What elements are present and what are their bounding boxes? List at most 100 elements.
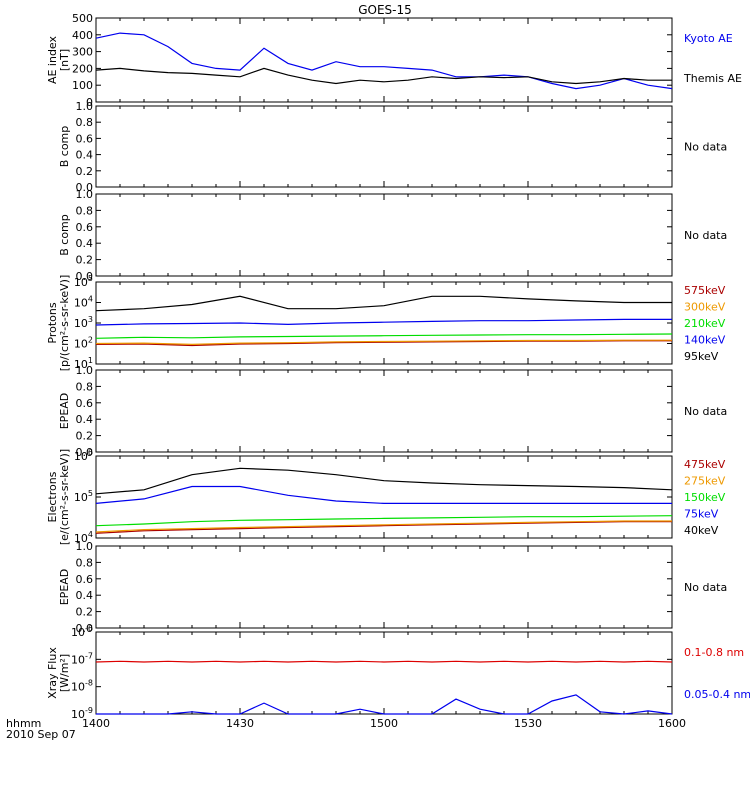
series-line-210kev	[95, 333, 673, 339]
series-line-575kev	[95, 340, 672, 347]
series-line-kyoto-ae	[95, 32, 673, 90]
series-line-140kev	[95, 318, 672, 326]
y-tick-label: 10-7	[71, 651, 93, 666]
x-tick-label: 1600	[658, 717, 686, 730]
y-tick-label: 0.2	[76, 606, 94, 619]
legend-entry: Kyoto AE	[684, 32, 733, 45]
y-tick-label: 1.0	[76, 100, 94, 113]
panel-frame	[95, 545, 673, 629]
no-data-label: No data	[684, 141, 727, 154]
series-line-475kev	[95, 521, 672, 534]
y-tick-label: 0.8	[76, 556, 94, 569]
panel-b1: 0.0 0.2 0.4 0.6 0.8 1.0 B comp No data	[58, 100, 727, 194]
y-tick-label: 300	[72, 46, 93, 59]
legend-entry: 75keV	[684, 508, 719, 521]
series-line-0-1-0-8-nm	[95, 660, 673, 663]
panel-epead2: 0.0 0.2 0.4 0.6 0.8 1.0 EPEAD No data	[58, 540, 727, 635]
y-axis-label: EPEAD	[58, 393, 71, 430]
y-tick-label: 0.2	[76, 254, 94, 267]
x-tick-label: 1530	[514, 717, 542, 730]
y-tick-label: 102	[74, 336, 93, 351]
y-tick-label: 104	[74, 295, 93, 310]
series-line-40kev	[95, 467, 673, 495]
y-axis-label: EPEAD	[58, 569, 71, 606]
y-tick-label: 0.8	[76, 204, 94, 217]
y-tick-label: 0.6	[76, 221, 94, 234]
y-tick-label: 1.0	[76, 540, 94, 553]
legend-entry: 0.1-0.8 nm	[684, 646, 744, 659]
y-axis-label: Xray Flux	[46, 647, 59, 699]
y-tick-label: 1.0	[76, 364, 94, 377]
y-tick-label: 400	[72, 29, 93, 42]
legend-entry: Themis AE	[683, 72, 742, 85]
y-tick-label: 0.6	[76, 397, 94, 410]
legend-entry: 475keV	[684, 458, 726, 471]
panels: 0 100 200 300 400 500 AE index [nT] Kyoto AE Them…	[46, 12, 750, 730]
chart-title: GOES-15	[358, 3, 412, 17]
y-tick-label: 0.4	[76, 589, 94, 602]
legend-entry: 210keV	[684, 317, 726, 330]
time-axis-label: hhmm	[6, 717, 41, 730]
legend-entry: 150keV	[684, 491, 726, 504]
no-data-label: No data	[684, 229, 727, 242]
series-line-275kev	[95, 520, 672, 533]
panel-frame	[95, 369, 673, 453]
y-tick-label: 10-6	[71, 624, 93, 639]
series-line-themis-ae	[95, 67, 672, 85]
series-line-95kev	[95, 295, 672, 312]
y-axis-label: AE index	[46, 35, 59, 84]
y-axis-label: B comp	[58, 214, 71, 256]
panel-b2: 0.0 0.2 0.4 0.6 0.8 1.0 B comp No data	[58, 188, 727, 283]
y-tick-label: 0.2	[76, 430, 94, 443]
legend-entry: 95keV	[684, 350, 719, 363]
legend-entry: 40keV	[684, 524, 719, 537]
y-tick-label: 0.4	[76, 237, 94, 250]
y-tick-label: 105	[74, 489, 93, 504]
y-tick-label: 0.0	[76, 622, 94, 635]
y-axis-label: [p/(cm²-s-sr-keV)]	[58, 275, 71, 372]
series-line-150kev	[95, 515, 673, 527]
y-tick-label: 0.2	[76, 165, 94, 178]
panel-frame	[95, 17, 673, 103]
y-tick-label: 105	[74, 274, 93, 289]
series-line-0-05-0-4-nm	[96, 694, 673, 715]
y-tick-label: 0.6	[76, 573, 94, 586]
y-tick-label: 0	[86, 96, 93, 109]
y-tick-label: 0.0	[76, 446, 94, 459]
y-tick-label: 0.8	[76, 380, 94, 393]
y-tick-label: 500	[72, 12, 93, 25]
y-tick-label: 0.0	[76, 270, 94, 283]
panel-ae: 0 100 200 300 400 500 AE index [nT] Kyoto AE Them…	[46, 12, 742, 109]
y-axis-label: Protons	[46, 302, 59, 343]
no-data-label: No data	[684, 581, 727, 594]
y-tick-label: 0.6	[76, 132, 94, 145]
y-tick-label: 10-8	[71, 679, 93, 694]
no-data-label: No data	[684, 405, 727, 418]
x-tick-label: 1500	[370, 717, 398, 730]
time-axis-date: 2010 Sep 07	[6, 728, 76, 741]
y-axis-label: B comp	[58, 126, 71, 168]
y-axis-label: [e/(cm²-s-sr-keV)]	[58, 449, 71, 545]
y-tick-label: 100	[72, 79, 93, 92]
series-line-75kev	[95, 485, 672, 504]
x-tick-label: 1400	[82, 717, 110, 730]
panel-frame	[95, 105, 673, 188]
legend-entry: 275keV	[684, 475, 726, 488]
y-tick-label: 0.0	[76, 181, 94, 194]
y-axis-label: [W/m²]	[58, 654, 71, 692]
y-tick-label: 0.4	[76, 413, 94, 426]
y-tick-label: 0.4	[76, 149, 94, 162]
legend-entry: 140keV	[684, 334, 726, 347]
y-axis-label: Electrons	[46, 471, 59, 522]
panel-epead1: 0.0 0.2 0.4 0.6 0.8 1.0 EPEAD No data	[58, 364, 727, 459]
y-tick-label: 103	[74, 315, 93, 330]
panel-frame	[95, 193, 673, 277]
legend-entry: 300keV	[684, 301, 726, 314]
y-axis-label: [nT]	[58, 49, 71, 71]
legend-entry: 575keV	[684, 284, 726, 297]
y-tick-label: 1.0	[76, 188, 94, 201]
